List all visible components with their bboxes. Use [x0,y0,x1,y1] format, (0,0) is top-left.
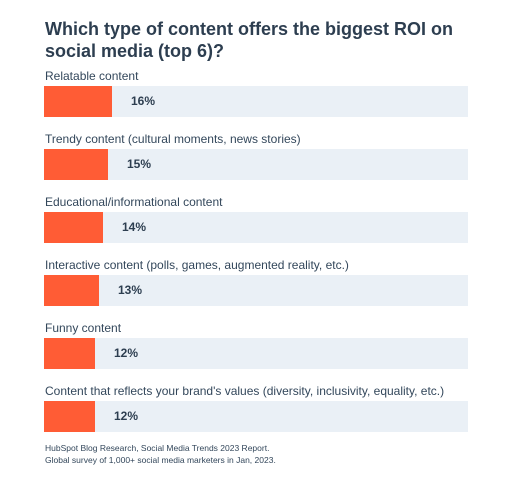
category-label: Funny content [45,321,122,335]
bar [44,401,95,432]
bar-track: 13% [44,275,468,306]
bar-track: 15% [44,149,468,180]
category-label: Content that reflects your brand's value… [45,384,445,398]
bar-track: 14% [44,212,468,243]
bar [44,86,112,117]
source-note: HubSpot Blog Research, Social Media Tren… [45,442,276,466]
data-label: 13% [118,283,143,297]
category-label: Trendy content (cultural moments, news s… [45,132,301,146]
category-label: Educational/informational content [45,195,223,209]
data-label: 12% [114,346,139,360]
category-label: Relatable content [45,69,139,83]
source-line-1: HubSpot Blog Research, Social Media Tren… [45,443,270,453]
chart-title: Which type of content offers the biggest… [45,19,453,61]
bar [44,275,99,306]
bar-track: 16% [44,86,468,117]
data-label: 12% [114,409,139,423]
data-label: 14% [122,220,147,234]
source-line-2: Global survey of 1,000+ social media mar… [45,455,276,465]
bar-track: 12% [44,338,468,369]
data-label: 15% [127,157,152,171]
category-label: Interactive content (polls, games, augme… [45,258,349,272]
bar [44,149,108,180]
bar [44,338,95,369]
bar-track: 12% [44,401,468,432]
bar [44,212,103,243]
data-label: 16% [131,94,156,108]
